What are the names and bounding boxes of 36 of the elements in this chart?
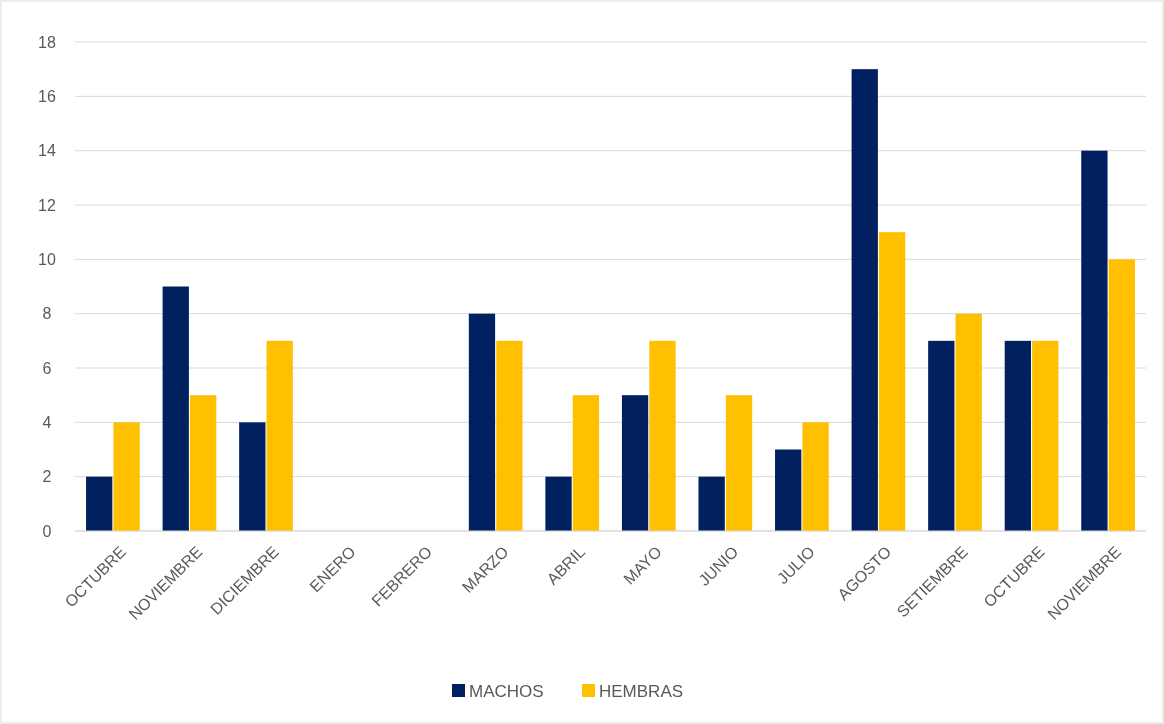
- y-tick-label: 16: [38, 87, 56, 105]
- bar: [725, 395, 753, 531]
- bar: [239, 422, 266, 531]
- bar: [266, 340, 293, 531]
- bar: [545, 476, 572, 531]
- bar: [496, 340, 523, 531]
- y-tick-label: 8: [42, 305, 52, 323]
- bar: [775, 449, 802, 531]
- bar: [468, 313, 496, 531]
- bar: [1108, 259, 1135, 531]
- legend-label: MACHOS: [469, 681, 544, 701]
- y-tick-label: 2: [42, 468, 52, 486]
- bar: [86, 476, 113, 531]
- bar: [851, 69, 878, 531]
- bar: [802, 422, 829, 531]
- bar: [928, 340, 955, 531]
- legend-label: HEMBRAS: [599, 681, 684, 701]
- bar: [113, 422, 140, 531]
- bar: [190, 395, 217, 531]
- bar: [162, 286, 189, 531]
- bar: [1081, 150, 1108, 531]
- bar: [621, 395, 649, 531]
- bar: [955, 313, 982, 531]
- bar: [1004, 340, 1031, 531]
- bar: [698, 476, 725, 531]
- bar: [1032, 340, 1059, 531]
- y-tick-label: 12: [38, 196, 56, 214]
- y-tick-label: 18: [38, 33, 56, 51]
- y-tick-label: 14: [38, 142, 56, 160]
- bar: [572, 395, 600, 531]
- y-tick-label: 4: [42, 413, 52, 431]
- bar: [649, 340, 676, 531]
- y-tick-label: 0: [42, 522, 52, 540]
- bar: [878, 232, 906, 531]
- y-tick-label: 10: [38, 250, 56, 268]
- y-tick-label: 6: [42, 359, 52, 377]
